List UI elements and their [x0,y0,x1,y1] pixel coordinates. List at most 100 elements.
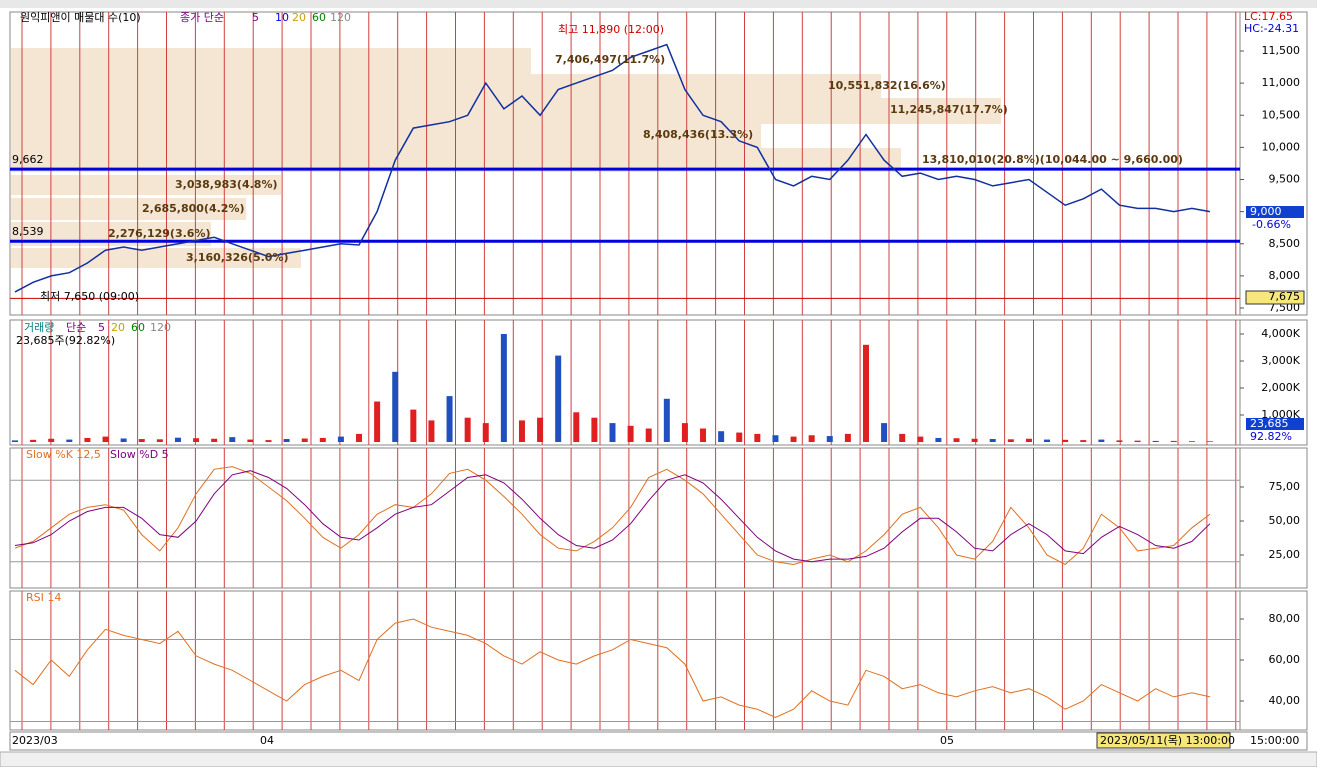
x-axis-label: 04 [260,734,274,747]
x-axis-label: 2023/03 [12,734,58,747]
volume-bar [1080,440,1087,442]
y-tick-label: 4,000K [1261,327,1300,340]
y-tick-label: 10,500 [1262,108,1301,121]
volume-bar [265,440,272,442]
y-tick-label: 11,500 [1262,44,1301,57]
volume-bar [1062,439,1069,442]
volume-bar [1116,440,1123,442]
volume-bar [754,433,761,442]
panel-frame [9,447,1241,589]
profile-label: 13,810,010(20.8%)(10,044.00 ~ 9,660.00) [922,153,1183,166]
volume-profile [11,98,1001,124]
volume-bar [573,412,580,442]
axis-frame [1239,11,1308,316]
volume-bar [1207,441,1213,442]
volume-bar [30,439,37,442]
volume-bar [120,438,127,442]
cursor-time: 2023/05/11(목) 13:00:00 [1100,734,1235,747]
volume-bar [1134,440,1141,442]
profile-label: 8,408,436(13.3%) [643,128,753,141]
rsi-line [14,618,1211,718]
axis-frame [1239,590,1308,731]
volume-bar [283,439,290,442]
profile-label: 2,276,129(3.6%) [108,227,211,240]
volume-bar [1025,438,1032,442]
volume-bar [826,436,833,442]
profile-label: 3,038,983(4.8%) [175,178,278,191]
volume-ratio: 92.82% [1250,430,1292,443]
volume-profile [11,48,531,74]
volume-legend: 5 [98,321,105,334]
volume-bar [700,428,707,442]
volume-bar [1007,439,1014,442]
volume-bar [1170,440,1177,442]
volume-bar [174,437,181,442]
panel-frame [9,319,1241,446]
legend-item: 20 [292,11,306,24]
slow-d [14,470,1211,563]
volume-summary: 23,685주(92.82%) [16,334,115,347]
y-tick-label: 8,500 [1269,237,1301,250]
lc-label: LC:17.65 [1244,10,1293,23]
x-axis-label: 05 [940,734,954,747]
volume-bar [917,436,924,442]
scrollbar[interactable] [0,751,1317,767]
volume-bar [772,435,779,442]
slow-k [14,466,1211,566]
current-box [1246,206,1304,218]
volume-bar [518,420,525,442]
volume-bar [935,437,942,442]
volume-bar [591,417,598,442]
volume-bar [1044,439,1051,442]
volume-bar [681,423,688,442]
y-tick-label: 8,000 [1269,269,1301,282]
legend-item: 120 [330,11,351,24]
volume-legend: 거래량 [24,321,54,334]
rsi-legend: RSI 14 [26,591,61,604]
volume-bar [84,437,91,442]
volume-bar [627,425,634,442]
volume-bar [663,398,670,442]
volume-bar [1188,441,1195,442]
volume-bar [844,433,851,442]
legend-item: 60 [312,11,326,24]
x-axis-bar [9,731,1308,751]
volume-bar [156,439,163,442]
volume-bar [319,437,326,442]
y-tick-label: 1,000K [1261,408,1300,421]
y-tick-label: 3,000K [1261,354,1300,367]
panel-frame [9,590,1241,731]
volume-bar [537,417,544,442]
volume-bar [138,439,145,442]
volume-bar [66,439,73,442]
volume-profile [11,124,761,148]
volume-bar [12,440,18,442]
volume-profile [11,175,281,195]
current-price: 9,000 [1250,205,1282,218]
volume-profile [11,198,246,220]
volume-bar [356,433,363,442]
volume-legend: 120 [150,321,171,334]
volume-bar [555,355,562,442]
low-note: 최저 7,650 (09:00) [40,290,139,303]
y-tick-label: 25,00 [1269,548,1301,561]
volume-bar [718,431,725,442]
profile-label: 10,551,832(16.6%) [828,79,946,92]
y-tick-label: 40,00 [1269,694,1301,707]
volume-bar [392,371,399,442]
profile-label: 3,160,326(5.0%) [186,251,289,264]
volume-profile [11,74,881,98]
volume-bar [229,437,236,442]
volume-bar [464,417,471,442]
price-line-label: 8,539 [12,225,44,238]
change: -0.66% [1252,218,1291,231]
end-time: 15:00:00 [1250,734,1299,747]
legend-item: 10 [275,11,289,24]
y-tick-label: 60,00 [1269,653,1301,666]
volume-bar [953,438,960,442]
volume-bar [410,409,417,442]
volume-bar [899,433,906,442]
y-tick-label: 9,500 [1269,173,1301,186]
